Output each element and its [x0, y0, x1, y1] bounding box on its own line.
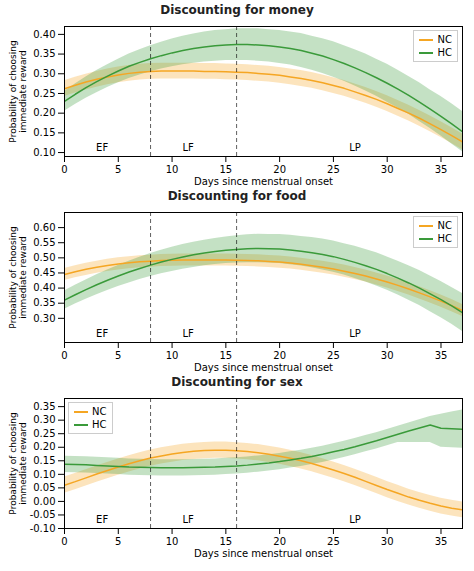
svg-text:0.35: 0.35 — [33, 401, 55, 412]
svg-text:20: 20 — [273, 536, 286, 547]
svg-text:0.55: 0.55 — [33, 237, 55, 248]
svg-text:Days since menstrual onset: Days since menstrual onset — [194, 548, 333, 559]
svg-text:10: 10 — [166, 536, 179, 547]
svg-text:25: 25 — [327, 536, 340, 547]
html-text:Discounting for food: Discounting for food — [167, 189, 307, 203]
svg-text:0.00: 0.00 — [33, 496, 55, 507]
html-text:HC: HC — [437, 233, 452, 244]
svg-text:0.10: 0.10 — [33, 469, 55, 480]
svg-text:EF: EF — [96, 142, 108, 153]
svg-text:30: 30 — [381, 536, 394, 547]
svg-text:0.50: 0.50 — [33, 252, 55, 263]
svg-text:0.40: 0.40 — [33, 29, 55, 40]
svg-text:0.10: 0.10 — [33, 147, 55, 158]
svg-text:0.05: 0.05 — [33, 482, 55, 493]
svg-text:15: 15 — [219, 350, 232, 361]
html-text:HC: HC — [437, 47, 452, 58]
svg-text:0.40: 0.40 — [33, 282, 55, 293]
svg-text:0: 0 — [61, 536, 67, 547]
svg-text:LF: LF — [183, 328, 195, 339]
svg-text:10: 10 — [166, 164, 179, 175]
svg-text:5: 5 — [115, 536, 121, 547]
svg-text:35: 35 — [435, 536, 448, 547]
svg-text:EF: EF — [96, 328, 108, 339]
svg-text:Days since menstrual onset: Days since menstrual onset — [194, 362, 333, 373]
svg-text:30: 30 — [381, 164, 394, 175]
html-text:Discounting for money: Discounting for money — [160, 3, 314, 17]
svg-text:Probability of choosingimmedia: Probability of choosingimmediate reward — [8, 40, 28, 142]
svg-text:0.30: 0.30 — [33, 68, 55, 79]
svg-text:35: 35 — [435, 164, 448, 175]
svg-text:LP: LP — [349, 514, 361, 525]
svg-text:15: 15 — [219, 536, 232, 547]
svg-text:0.15: 0.15 — [33, 127, 55, 138]
svg-text:35: 35 — [435, 350, 448, 361]
svg-text:0.20: 0.20 — [33, 107, 55, 118]
svg-text:LF: LF — [183, 142, 195, 153]
svg-text:-0.10: -0.10 — [30, 523, 56, 534]
svg-text:0.35: 0.35 — [33, 48, 55, 59]
svg-text:LF: LF — [183, 514, 195, 525]
html-text:NC: NC — [92, 406, 107, 417]
svg-text:0.15: 0.15 — [33, 455, 55, 466]
svg-text:Probability of choosingimmedia: Probability of choosingimmediate reward — [8, 412, 28, 514]
html-text:HC: HC — [92, 419, 107, 430]
svg-text:0: 0 — [61, 164, 67, 175]
svg-text:0.45: 0.45 — [33, 267, 55, 278]
svg-text:20: 20 — [273, 164, 286, 175]
svg-text:25: 25 — [327, 164, 340, 175]
svg-text:20: 20 — [273, 350, 286, 361]
svg-text:15: 15 — [219, 164, 232, 175]
svg-text:30: 30 — [381, 350, 394, 361]
svg-text:0.25: 0.25 — [33, 88, 55, 99]
svg-text:-0.05: -0.05 — [30, 509, 56, 520]
svg-text:0.60: 0.60 — [33, 222, 55, 233]
svg-text:0.25: 0.25 — [33, 428, 55, 439]
svg-text:0.30: 0.30 — [33, 313, 55, 324]
svg-text:5: 5 — [115, 350, 121, 361]
html-text:NC: NC — [437, 220, 452, 231]
svg-text:25: 25 — [327, 350, 340, 361]
svg-text:LP: LP — [349, 142, 361, 153]
svg-text:0.30: 0.30 — [33, 414, 55, 425]
svg-text:Probability of choosingimmedia: Probability of choosingimmediate reward — [8, 226, 28, 328]
html-text:NC: NC — [437, 34, 452, 45]
svg-text:5: 5 — [115, 164, 121, 175]
svg-text:0.35: 0.35 — [33, 297, 55, 308]
svg-text:0: 0 — [61, 350, 67, 361]
svg-text:10: 10 — [166, 350, 179, 361]
svg-text:0.20: 0.20 — [33, 441, 55, 452]
svg-text:EF: EF — [96, 514, 108, 525]
svg-text:LP: LP — [349, 328, 361, 339]
svg-text:Days since menstrual onset: Days since menstrual onset — [194, 176, 333, 187]
html-text:Discounting for sex: Discounting for sex — [171, 375, 303, 389]
